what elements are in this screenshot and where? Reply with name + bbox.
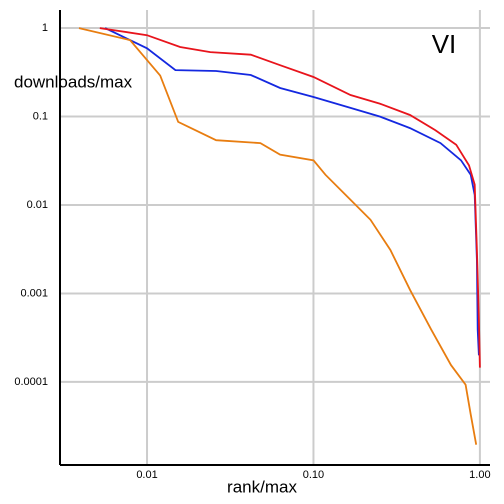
x-axis-label: rank/max	[227, 477, 297, 496]
y-tick-label: 0.1	[33, 110, 48, 122]
line	[78, 27, 478, 445]
y-tick-label: 0.0001	[14, 376, 48, 388]
line	[99, 27, 481, 368]
x-tick-label: 0.10	[303, 469, 324, 481]
y-tick-label: 0.001	[20, 287, 48, 299]
y-tick-label: 1	[42, 22, 48, 34]
x-tick-label: 1.00	[469, 469, 490, 481]
y-axis-label: downloads/max	[14, 72, 133, 91]
y-tick-label: 0.01	[27, 199, 48, 211]
annotation: VI	[432, 29, 457, 59]
x-tick-label: 0.01	[136, 469, 157, 481]
